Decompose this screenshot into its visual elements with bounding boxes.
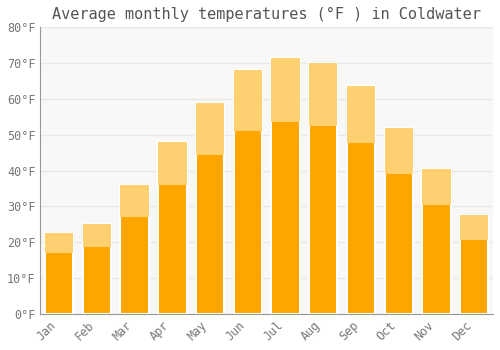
Bar [83, 224, 111, 247]
Bar [384, 128, 413, 314]
Bar [422, 169, 450, 314]
Bar [120, 185, 149, 217]
Bar [347, 86, 375, 314]
Bar [83, 224, 111, 314]
Bar [272, 58, 299, 314]
Bar [158, 142, 186, 185]
Bar [460, 215, 488, 240]
Bar [272, 58, 299, 122]
Bar [158, 142, 186, 314]
Bar [309, 63, 338, 126]
Title: Average monthly temperatures (°F ) in Coldwater: Average monthly temperatures (°F ) in Co… [52, 7, 481, 22]
Bar [460, 215, 488, 314]
Bar [196, 103, 224, 314]
Bar [384, 128, 413, 174]
Bar [196, 103, 224, 155]
Bar [45, 233, 74, 314]
Bar [234, 70, 262, 314]
Bar [120, 185, 149, 314]
Bar [347, 86, 375, 143]
Bar [234, 70, 262, 131]
Bar [309, 63, 338, 314]
Bar [45, 233, 74, 253]
Bar [422, 169, 450, 205]
